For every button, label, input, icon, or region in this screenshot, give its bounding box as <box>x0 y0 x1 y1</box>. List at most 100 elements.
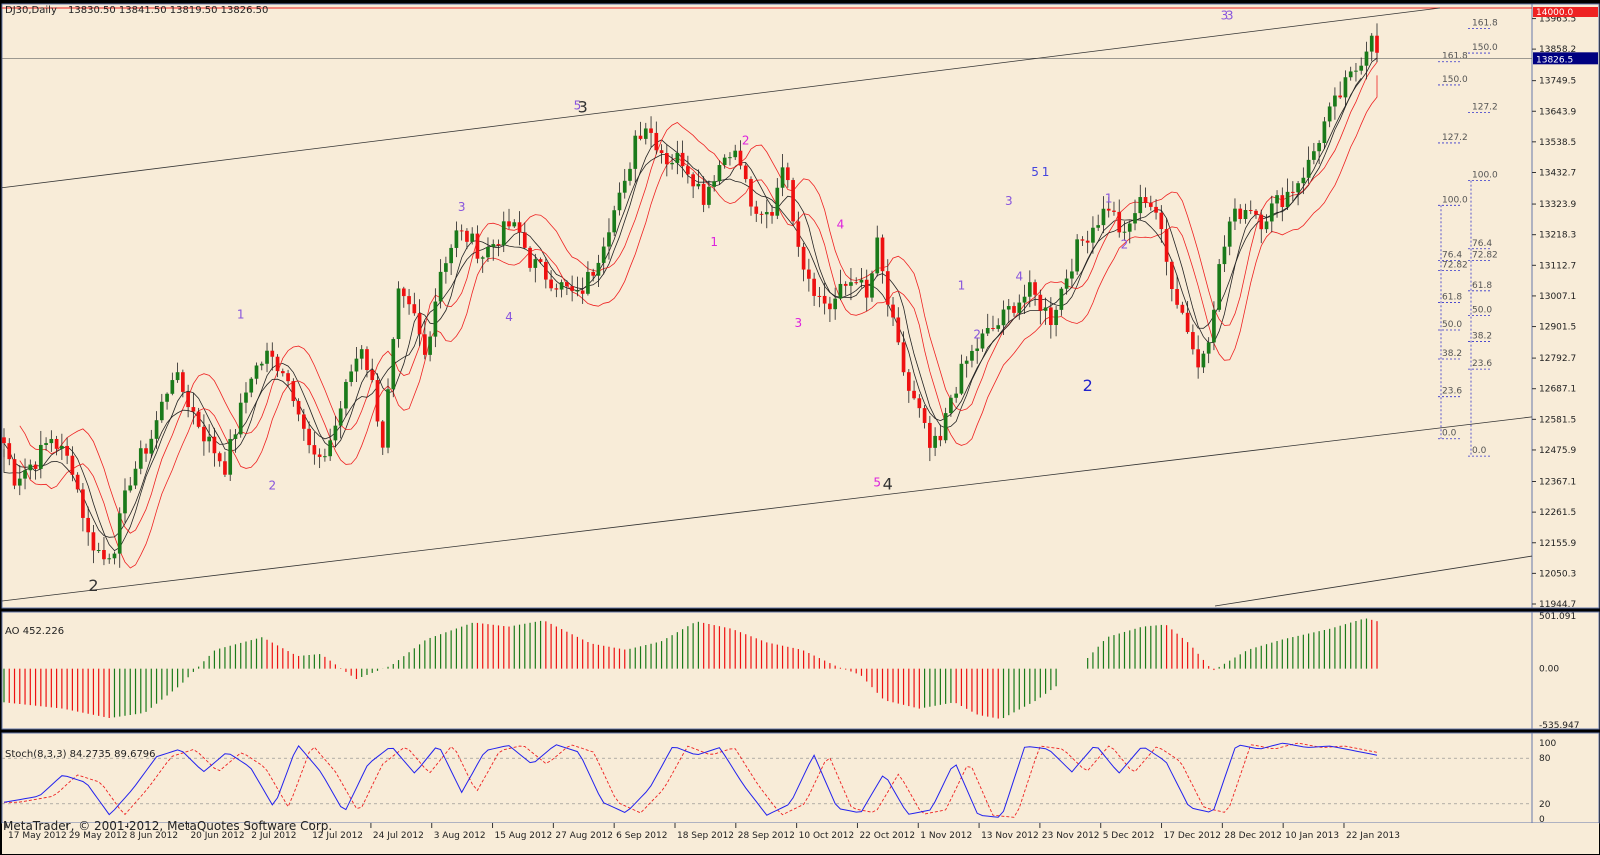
candle[interactable] <box>1154 199 1158 220</box>
candle[interactable] <box>1059 286 1064 316</box>
candle[interactable] <box>754 200 759 222</box>
candle[interactable] <box>1343 70 1348 106</box>
candle[interactable] <box>96 542 101 554</box>
candle[interactable] <box>307 421 311 454</box>
candle[interactable] <box>412 292 417 316</box>
candle[interactable] <box>991 315 995 332</box>
candle[interactable] <box>617 182 622 216</box>
candle[interactable] <box>1301 167 1306 195</box>
candle[interactable] <box>1248 200 1253 215</box>
candle[interactable] <box>864 269 869 312</box>
candle[interactable] <box>91 524 96 564</box>
candle[interactable] <box>159 393 164 423</box>
candle[interactable] <box>49 430 54 452</box>
candle[interactable] <box>1375 23 1379 63</box>
candle[interactable] <box>401 286 406 308</box>
candle[interactable] <box>922 405 927 429</box>
candle[interactable] <box>1027 270 1032 308</box>
candle[interactable] <box>1227 216 1232 256</box>
candle[interactable] <box>1180 301 1185 315</box>
candle[interactable] <box>1175 274 1179 309</box>
candle[interactable] <box>444 256 448 284</box>
candle[interactable] <box>207 424 212 453</box>
candle[interactable] <box>338 400 343 439</box>
candle[interactable] <box>65 437 69 465</box>
candle[interactable] <box>375 373 380 427</box>
candle[interactable] <box>1122 221 1127 241</box>
candle[interactable] <box>628 162 632 186</box>
candle[interactable] <box>1312 142 1316 165</box>
candle[interactable] <box>1264 214 1269 233</box>
candle[interactable] <box>543 257 548 289</box>
candle[interactable] <box>1117 199 1122 238</box>
candle[interactable] <box>917 394 922 418</box>
candle[interactable] <box>1138 184 1143 221</box>
candle[interactable] <box>165 392 169 410</box>
candle[interactable] <box>1364 41 1369 80</box>
candle[interactable] <box>654 121 659 155</box>
candle[interactable] <box>133 461 138 489</box>
awesome-oscillator-pane[interactable] <box>3 618 1378 719</box>
candle[interactable] <box>186 384 190 418</box>
candle[interactable] <box>238 393 243 438</box>
candle[interactable] <box>691 172 695 199</box>
candle[interactable] <box>212 427 217 467</box>
candle[interactable] <box>344 379 348 417</box>
candle[interactable] <box>417 299 422 347</box>
candle[interactable] <box>633 130 638 183</box>
candle[interactable] <box>701 176 706 213</box>
candle[interactable] <box>465 228 469 250</box>
candle[interactable] <box>1070 258 1074 288</box>
candle[interactable] <box>554 283 559 298</box>
trend-channel-line[interactable] <box>1 416 1533 602</box>
candle[interactable] <box>764 199 769 229</box>
trend-channel-line[interactable] <box>1214 555 1533 607</box>
candle[interactable] <box>575 276 580 297</box>
candle[interactable] <box>896 307 901 346</box>
candle[interactable] <box>44 437 48 451</box>
candle[interactable] <box>828 296 832 323</box>
candle[interactable] <box>102 536 106 566</box>
candle[interactable] <box>586 261 590 296</box>
candle[interactable] <box>1080 236 1085 246</box>
candle[interactable] <box>191 393 196 425</box>
candle[interactable] <box>1075 234 1079 275</box>
candle[interactable] <box>1280 187 1285 222</box>
candle[interactable] <box>170 372 175 396</box>
candle[interactable] <box>1259 209 1264 244</box>
candle[interactable] <box>7 438 12 466</box>
candle[interactable] <box>854 277 859 285</box>
candle[interactable] <box>638 121 643 141</box>
candle[interactable] <box>533 253 538 283</box>
candle[interactable] <box>570 275 574 302</box>
candle[interactable] <box>254 362 259 385</box>
candle[interactable] <box>512 219 517 228</box>
candle[interactable] <box>181 369 185 398</box>
candle[interactable] <box>286 369 290 387</box>
candle[interactable] <box>849 267 853 301</box>
candle[interactable] <box>964 356 969 378</box>
candle[interactable] <box>38 430 43 479</box>
candle[interactable] <box>470 227 475 245</box>
candle[interactable] <box>696 169 701 190</box>
stochastic-pane[interactable] <box>2 742 1532 818</box>
candle[interactable] <box>528 246 532 272</box>
candle[interactable] <box>812 272 816 306</box>
candle[interactable] <box>875 225 880 277</box>
candle[interactable] <box>270 342 275 371</box>
candle[interactable] <box>138 440 143 475</box>
candle[interactable] <box>901 331 906 376</box>
candle[interactable] <box>112 551 117 565</box>
candle[interactable] <box>107 553 112 564</box>
candle[interactable] <box>743 163 748 183</box>
candle[interactable] <box>1096 214 1101 231</box>
candle[interactable] <box>707 180 711 209</box>
candle[interactable] <box>296 398 301 422</box>
candle[interactable] <box>938 424 943 447</box>
candle[interactable] <box>1333 87 1337 120</box>
candle[interactable] <box>154 411 159 449</box>
candle[interactable] <box>1254 209 1258 219</box>
candle[interactable] <box>622 168 627 199</box>
candle[interactable] <box>1233 198 1237 231</box>
candle[interactable] <box>680 140 685 178</box>
